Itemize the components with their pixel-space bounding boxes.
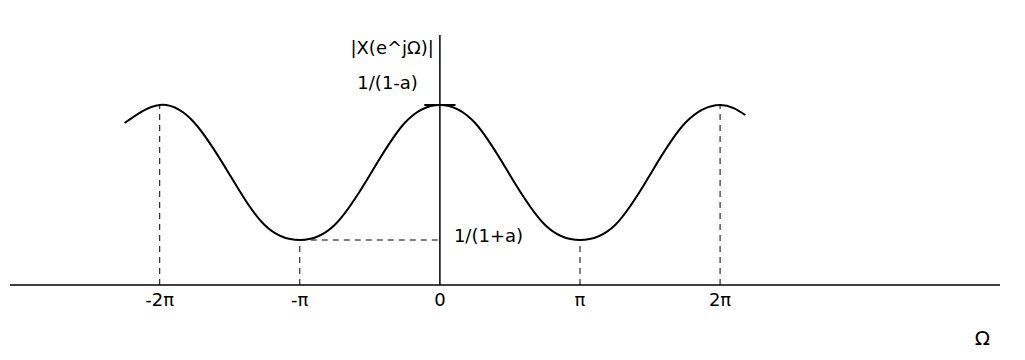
svg-text:1/(1+a): 1/(1+a): [454, 225, 523, 246]
svg-text:π: π: [575, 289, 586, 310]
svg-text:0: 0: [434, 289, 445, 310]
svg-text:Ω: Ω: [975, 326, 990, 350]
svg-text:2π: 2π: [709, 289, 731, 310]
svg-text:|X(e^jΩ)|: |X(e^jΩ)|: [350, 37, 433, 58]
svg-text:-π: -π: [291, 289, 308, 310]
svg-text:1/(1-a): 1/(1-a): [357, 72, 418, 93]
svg-text:-2π: -2π: [145, 289, 174, 310]
